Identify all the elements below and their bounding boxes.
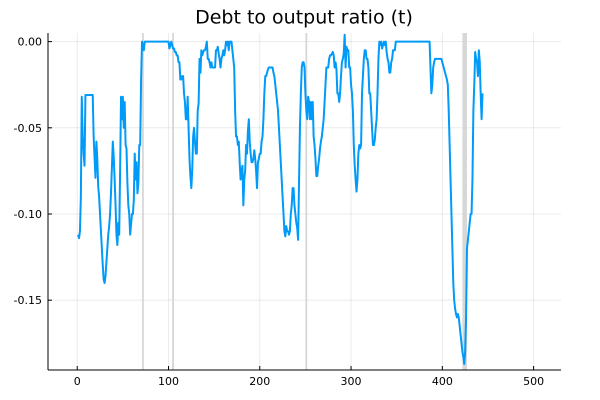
x-tick-label: 300 bbox=[341, 375, 362, 388]
x-tick-label: 400 bbox=[432, 375, 453, 388]
x-tick-label: 200 bbox=[249, 375, 270, 388]
default-period-shade bbox=[305, 33, 308, 370]
default-period-shade bbox=[142, 33, 144, 370]
y-tick-label: 0.00 bbox=[18, 36, 43, 49]
default-period-shade bbox=[172, 33, 174, 370]
y-tick-label: -0.10 bbox=[14, 208, 42, 221]
axis-layer bbox=[47, 33, 561, 371]
tick-label-layer: 0 100 200 300 400 500 0.00 -0.05 -0.10 -0.15 bbox=[14, 36, 545, 388]
x-tick-label: 500 bbox=[523, 375, 544, 388]
grid-layer bbox=[48, 33, 561, 370]
default-period-shade bbox=[462, 33, 467, 370]
y-tick-label: -0.05 bbox=[14, 122, 42, 135]
x-tick-label: 100 bbox=[158, 375, 179, 388]
default-shading-layer bbox=[142, 33, 467, 370]
chart-title: Debt to output ratio (t) bbox=[195, 7, 413, 29]
series-line-layer bbox=[77, 33, 484, 365]
series-line-y1 bbox=[77, 33, 484, 365]
y-tick-label: -0.15 bbox=[14, 294, 42, 307]
x-tick-label: 0 bbox=[74, 375, 81, 388]
